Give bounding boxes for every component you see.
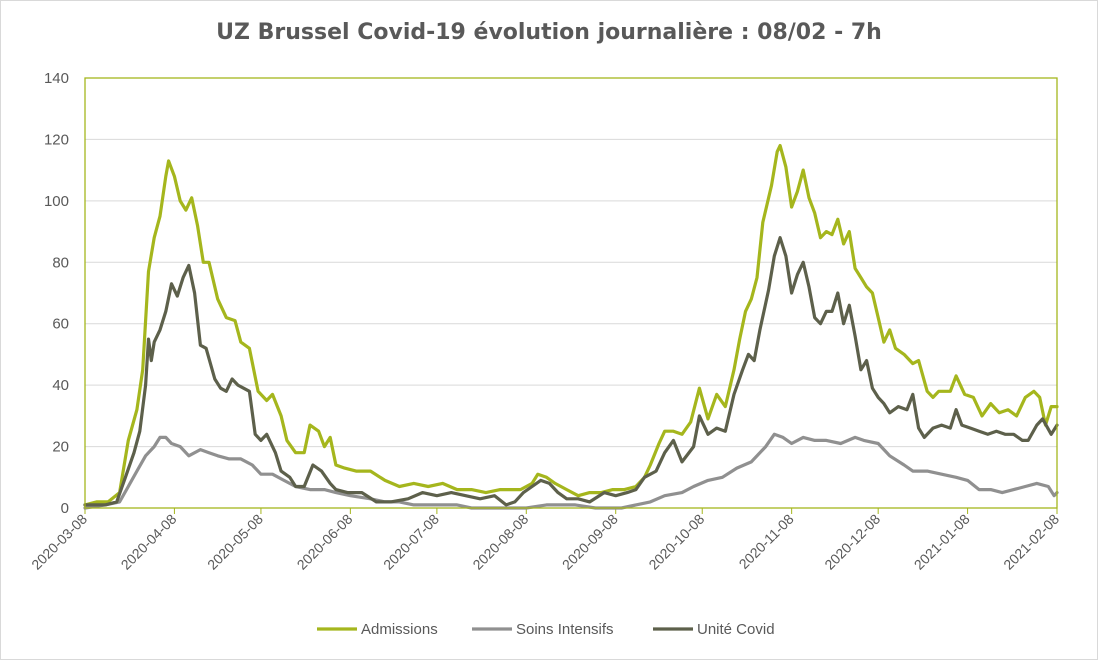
soins-intensifs-line bbox=[83, 432, 1059, 510]
x-tick-label-2: 2020-05-08 bbox=[204, 511, 266, 573]
legend: Admissions Soins Intensifs Unité Covid bbox=[317, 621, 775, 638]
x-tick-label-6: 2020-09-08 bbox=[559, 511, 621, 573]
x-axis-ticks: 2020-03-08 2020-04-08 2020-05-08 2020-06-08… bbox=[28, 508, 1062, 573]
y-tick-label-0: 0 bbox=[61, 500, 69, 517]
x-tick-label-1: 2020-04-08 bbox=[118, 511, 180, 573]
y-tick-label-3: 60 bbox=[52, 316, 69, 333]
x-tick-label-0: 2020-03-08 bbox=[28, 511, 90, 573]
legend-unite-covid-label: Unité Covid bbox=[697, 621, 775, 638]
admissions-line bbox=[83, 144, 1059, 507]
chart-title: UZ Brussel Covid-19 évolution journalièr… bbox=[216, 20, 882, 45]
y-axis-ticks: 0 20 40 60 80 100 120 140 bbox=[44, 70, 69, 517]
y-tick-label-4: 80 bbox=[52, 254, 69, 271]
legend-admissions-label: Admissions bbox=[361, 621, 438, 638]
x-tick-label-3: 2020-06-08 bbox=[294, 511, 356, 573]
x-tick-label-4: 2020-07-08 bbox=[380, 511, 442, 573]
x-tick-label-5: 2020-08-08 bbox=[469, 511, 531, 573]
grid-lines bbox=[85, 77, 1057, 448]
x-tick-label-11: 2021-02-08 bbox=[1000, 511, 1062, 573]
y-tick-label-6: 120 bbox=[44, 131, 69, 148]
x-tick-label-7: 2020-10-08 bbox=[645, 511, 707, 573]
plot-area-border bbox=[84, 77, 1058, 509]
x-tick-label-9: 2020-12-08 bbox=[821, 511, 883, 573]
series-lines bbox=[83, 144, 1059, 510]
x-tick-label-10: 2021-01-08 bbox=[911, 511, 973, 573]
x-tick-label-8: 2020-11-08 bbox=[736, 511, 797, 572]
y-tick-label-1: 20 bbox=[52, 439, 69, 456]
y-tick-label-5: 100 bbox=[44, 193, 69, 210]
y-tick-label-2: 40 bbox=[52, 377, 69, 394]
unite-covid-line bbox=[83, 236, 1059, 507]
legend-soins-intensifs-label: Soins Intensifs bbox=[516, 621, 614, 638]
y-tick-label-7: 140 bbox=[44, 70, 69, 87]
